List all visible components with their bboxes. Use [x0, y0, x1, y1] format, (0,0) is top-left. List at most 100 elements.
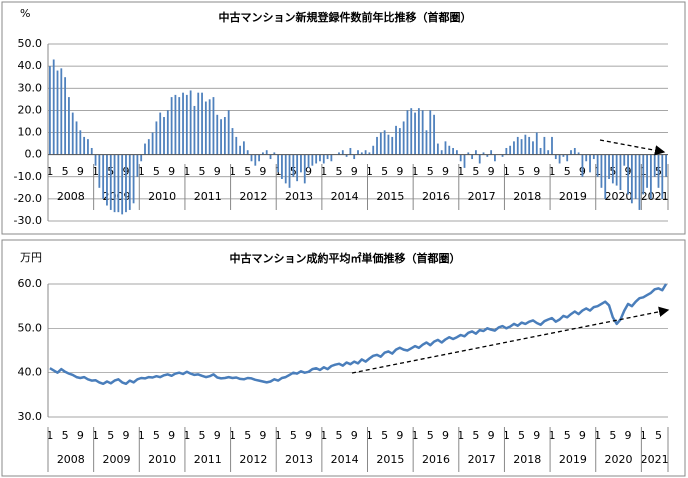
bar: [532, 141, 534, 155]
year-label: 2017: [468, 453, 496, 466]
bar: [185, 94, 188, 155]
bar: [482, 152, 485, 155]
bar: [379, 132, 382, 155]
bar: [166, 110, 169, 155]
year-label: 2011: [194, 190, 222, 203]
x-tick-label: 9: [259, 429, 266, 442]
bar: [121, 154, 124, 215]
y-tick-label: 40.0: [18, 366, 43, 379]
bar: [615, 154, 618, 186]
year-label: 2013: [285, 453, 313, 466]
bar: [509, 145, 512, 155]
year-label: 2013: [285, 190, 313, 203]
year-label: 2016: [422, 190, 450, 203]
bar: [311, 154, 314, 166]
bar: [64, 77, 67, 155]
year-label: 2010: [148, 190, 176, 203]
bar: [349, 147, 352, 155]
bar: [665, 154, 667, 177]
year-label: 2015: [376, 453, 404, 466]
bar: [376, 136, 378, 155]
x-tick-label: 5: [244, 429, 251, 442]
x-tick-label: 9: [488, 165, 495, 178]
bar: [296, 154, 299, 182]
x-tick-label: 5: [472, 165, 479, 178]
y-tick-label: 0.0: [25, 148, 43, 161]
bar: [284, 154, 287, 184]
x-tick-label: 9: [77, 165, 84, 178]
x-tick-label: 5: [244, 165, 251, 178]
bar: [478, 154, 481, 164]
bar: [60, 68, 63, 155]
bar: [231, 128, 234, 155]
bar: [273, 152, 276, 155]
x-tick-label: 1: [320, 429, 327, 442]
x-tick-label: 5: [335, 165, 342, 178]
bar: [357, 150, 359, 155]
bar: [269, 154, 272, 160]
bar: [52, 59, 55, 155]
x-tick-label: 1: [229, 429, 236, 442]
bar: [79, 130, 82, 155]
bar: [49, 66, 51, 155]
bar: [494, 154, 496, 162]
x-tick-label: 1: [320, 165, 327, 178]
year-label: 2016: [422, 453, 450, 466]
bar: [300, 154, 302, 173]
bar: [608, 154, 610, 179]
x-tick-label: 5: [427, 165, 434, 178]
x-tick-label: 5: [335, 429, 342, 442]
bar: [417, 108, 420, 155]
bar: [98, 154, 101, 188]
y-tick-label: 50.0: [18, 321, 43, 334]
bar: [227, 110, 230, 155]
year-label: 2019: [559, 190, 587, 203]
x-tick-label: 9: [396, 165, 403, 178]
bar: [471, 154, 474, 160]
bar: [463, 154, 466, 168]
bar: [516, 136, 519, 155]
x-tick-label: 9: [442, 429, 449, 442]
x-tick-label: 5: [564, 165, 571, 178]
x-tick-label: 9: [488, 429, 495, 442]
x-tick-label: 5: [381, 165, 388, 178]
x-tick-label: 9: [305, 429, 312, 442]
bar: [604, 154, 607, 199]
bar: [75, 121, 78, 155]
bar: [634, 154, 637, 199]
line: [49, 283, 668, 386]
bar: [235, 136, 238, 155]
year-label: 2021: [641, 190, 669, 203]
y-unit: 万円: [20, 251, 42, 264]
bar: [216, 114, 219, 155]
bar: [197, 92, 200, 155]
x-tick-label: 9: [442, 165, 449, 178]
x-tick-label: 9: [579, 429, 586, 442]
bar: [398, 128, 401, 155]
x-tick-label: 1: [92, 429, 99, 442]
bar: [368, 152, 371, 155]
year-label: 2021: [641, 453, 669, 466]
x-tick-label: 1: [92, 165, 99, 178]
bar: [600, 154, 603, 188]
bar: [288, 154, 291, 188]
chart-title: 中古マンション成約平均㎡単価推移（首都圏）: [230, 251, 461, 265]
bar: [524, 134, 527, 155]
x-tick-label: 5: [153, 165, 160, 178]
bar: [319, 154, 321, 162]
bar: [528, 136, 531, 155]
bar: [547, 150, 550, 155]
bar: [611, 154, 614, 184]
bar: [223, 117, 226, 155]
x-tick-label: 9: [214, 429, 221, 442]
year-label: 2015: [376, 190, 404, 203]
bar: [208, 99, 211, 155]
bar: [577, 152, 580, 155]
bar: [387, 134, 390, 155]
x-tick-label: 9: [351, 429, 358, 442]
bar: [170, 97, 173, 155]
x-tick-label: 1: [229, 165, 236, 178]
bar: [303, 154, 306, 184]
y-tick-label: 50.0: [18, 37, 43, 50]
bar: [646, 154, 648, 188]
